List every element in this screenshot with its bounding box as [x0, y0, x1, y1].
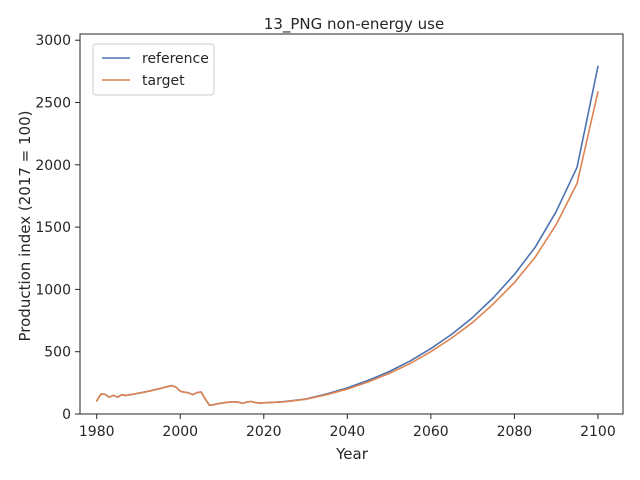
series-layer	[95, 65, 599, 407]
y-tick-label: 1000	[35, 282, 71, 298]
y-tick-label: 0	[62, 407, 71, 423]
legend-label-reference: reference	[142, 51, 209, 67]
x-tick-label: 2060	[413, 424, 449, 440]
plot-area: 1980 2000 2020 2040 2060 2080 2100 0 500 1000 150…	[35, 33, 624, 440]
y-tick-label: 2000	[35, 158, 71, 174]
x-axis-ticks: 1980 2000 2020 2040 2060 2080 2100	[79, 414, 616, 440]
legend-box	[92, 43, 215, 96]
y-tick-label: 1500	[35, 220, 71, 236]
y-axis-label: Production index (2017 = 100)	[16, 111, 34, 342]
axes-frame	[79, 33, 624, 415]
y-tick-label: 500	[44, 345, 71, 361]
x-axis-label: Year	[335, 445, 369, 463]
y-tick-label: 2500	[35, 96, 71, 112]
series-line-target	[95, 91, 599, 407]
legend-label-target: target	[142, 73, 185, 89]
x-tick-label: 2080	[497, 424, 533, 440]
x-tick-label: 2020	[246, 424, 282, 440]
legend: reference target	[92, 43, 215, 96]
x-tick-label: 2100	[580, 424, 616, 440]
x-tick-label: 1980	[79, 424, 115, 440]
y-axis-ticks: 0 500 1000 1500 2000 2500 3000	[35, 33, 80, 423]
chart-title: 13_PNG non-energy use	[264, 15, 444, 34]
x-tick-label: 2040	[330, 424, 366, 440]
y-tick-label: 3000	[35, 33, 71, 49]
x-tick-label: 2000	[162, 424, 198, 440]
